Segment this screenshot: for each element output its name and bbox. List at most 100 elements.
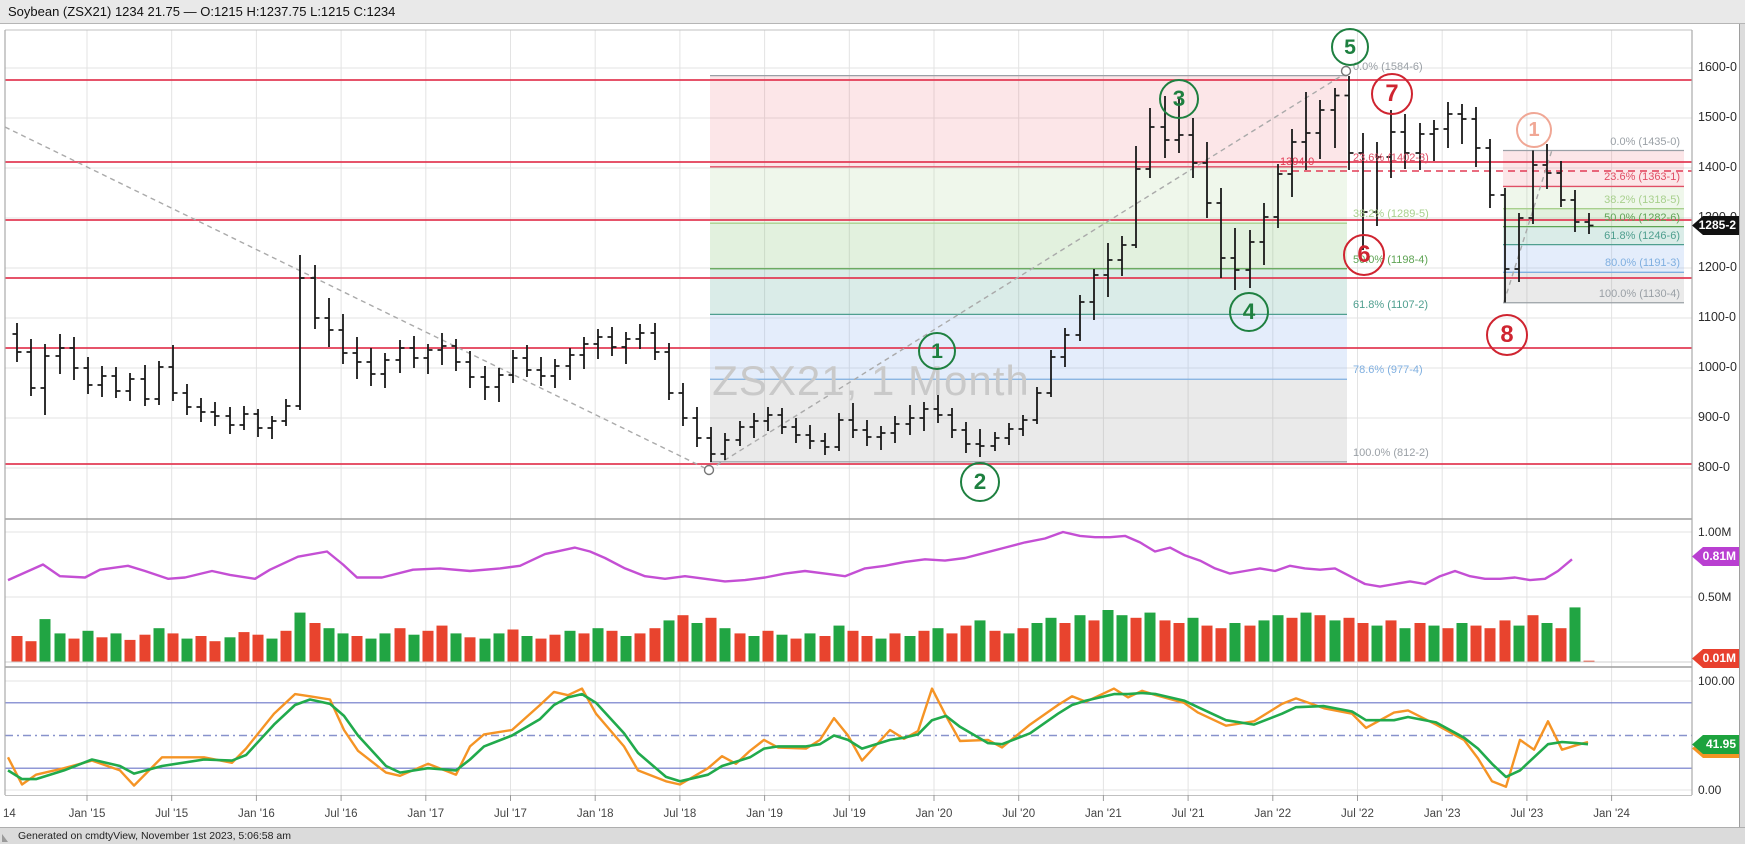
- volume-bar[interactable]: [1357, 623, 1369, 662]
- volume-bar[interactable]: [1300, 612, 1312, 662]
- volume-bar[interactable]: [394, 628, 406, 662]
- volume-bar[interactable]: [1329, 620, 1341, 662]
- volume-bar[interactable]: [592, 628, 604, 662]
- volume-bar[interactable]: [224, 637, 236, 662]
- volume-bar[interactable]: [238, 632, 250, 662]
- volume-bar[interactable]: [209, 641, 221, 662]
- volume-bar[interactable]: [932, 628, 944, 662]
- fib-small-band[interactable]: [1503, 244, 1684, 273]
- volume-bar[interactable]: [11, 636, 23, 662]
- stoch-k-line[interactable]: [6, 687, 1589, 788]
- volume-bar[interactable]: [1541, 623, 1553, 662]
- fib-small-band[interactable]: [1503, 226, 1684, 245]
- volume-bar[interactable]: [1513, 625, 1525, 662]
- volume-bar[interactable]: [677, 615, 689, 662]
- volume-bar[interactable]: [946, 633, 958, 662]
- volume-bar[interactable]: [748, 636, 760, 662]
- volume-bar[interactable]: [1116, 615, 1128, 662]
- volume-bar[interactable]: [1343, 617, 1355, 662]
- volume-bar[interactable]: [875, 638, 887, 662]
- volume-bar[interactable]: [167, 633, 179, 662]
- volume-bar[interactable]: [365, 638, 377, 662]
- volume-bar[interactable]: [323, 628, 335, 662]
- volume-bar[interactable]: [1244, 625, 1256, 662]
- volume-bar[interactable]: [833, 625, 845, 662]
- volume-bar[interactable]: [507, 629, 519, 663]
- volume-bar[interactable]: [1371, 625, 1383, 662]
- volume-bar[interactable]: [1031, 623, 1043, 662]
- volume-bar[interactable]: [904, 636, 916, 662]
- volume-bar[interactable]: [974, 620, 986, 662]
- volume-bar[interactable]: [521, 636, 533, 662]
- volume-bar[interactable]: [1201, 625, 1213, 662]
- fib-small-band[interactable]: [1503, 186, 1684, 209]
- fib-large-band[interactable]: [710, 75, 1347, 167]
- volume-bar[interactable]: [1314, 615, 1326, 662]
- volume-bar[interactable]: [68, 638, 80, 662]
- volume-bar[interactable]: [549, 634, 561, 662]
- volume-bar[interactable]: [1470, 625, 1482, 662]
- volume-bar[interactable]: [379, 633, 391, 662]
- volume-bar[interactable]: [450, 633, 462, 662]
- anchor-point[interactable]: [703, 464, 715, 476]
- fib-small-band[interactable]: [1503, 208, 1684, 227]
- open-interest-line[interactable]: [7, 530, 1573, 588]
- volume-bar[interactable]: [734, 633, 746, 662]
- volume-bar[interactable]: [1414, 623, 1426, 662]
- right-scrollbar[interactable]: [1739, 24, 1745, 844]
- volume-bar[interactable]: [1059, 623, 1071, 662]
- volume-bar[interactable]: [1442, 628, 1454, 662]
- volume-bar[interactable]: [1484, 628, 1496, 662]
- volume-bar[interactable]: [776, 634, 788, 662]
- trendline[interactable]: [4, 126, 710, 471]
- volume-bar[interactable]: [1385, 620, 1397, 662]
- volume-bar[interactable]: [1229, 623, 1241, 662]
- volume-bar[interactable]: [620, 636, 632, 662]
- volume-bar[interactable]: [1583, 660, 1595, 662]
- volume-bar[interactable]: [110, 633, 122, 662]
- elliott-wave-marker-4[interactable]: 4: [1229, 292, 1269, 332]
- volume-bar[interactable]: [691, 623, 703, 662]
- volume-bar[interactable]: [408, 634, 420, 662]
- fib-large-band[interactable]: [710, 166, 1347, 224]
- volume-bar[interactable]: [139, 634, 151, 662]
- volume-bar[interactable]: [1187, 617, 1199, 662]
- elliott-wave-marker-2[interactable]: 2: [960, 462, 1000, 502]
- volume-bar[interactable]: [535, 638, 547, 662]
- volume-bar[interactable]: [294, 612, 306, 662]
- volume-bar[interactable]: [1258, 620, 1270, 662]
- volume-bar[interactable]: [1102, 610, 1114, 662]
- volume-bar[interactable]: [1144, 612, 1156, 662]
- volume-bar[interactable]: [309, 623, 321, 662]
- volume-bar[interactable]: [153, 628, 165, 662]
- volume-bar[interactable]: [606, 630, 618, 662]
- volume-bar[interactable]: [1173, 623, 1185, 662]
- volume-bar[interactable]: [1045, 617, 1057, 662]
- volume-bar[interactable]: [705, 617, 717, 662]
- volume-bar[interactable]: [1569, 607, 1581, 662]
- volume-bar[interactable]: [96, 637, 108, 662]
- volume-bar[interactable]: [819, 636, 831, 662]
- volume-bar[interactable]: [337, 633, 349, 662]
- volume-bar[interactable]: [847, 630, 859, 662]
- elliott-wave-marker-3[interactable]: 3: [1159, 79, 1199, 119]
- volume-bar[interactable]: [1499, 620, 1511, 662]
- volume-bar[interactable]: [1272, 615, 1284, 662]
- volume-bar[interactable]: [634, 633, 646, 662]
- volume-bar[interactable]: [889, 633, 901, 662]
- volume-bar[interactable]: [663, 620, 675, 662]
- volume-bar[interactable]: [804, 633, 816, 662]
- volume-bar[interactable]: [181, 638, 193, 662]
- volume-bar[interactable]: [82, 630, 94, 662]
- volume-bar[interactable]: [861, 636, 873, 662]
- volume-bar[interactable]: [719, 628, 731, 662]
- trendline[interactable]: [708, 72, 1347, 471]
- volume-bar[interactable]: [124, 639, 136, 662]
- volume-bar[interactable]: [266, 638, 278, 662]
- volume-bar[interactable]: [762, 630, 774, 662]
- volume-bar[interactable]: [479, 638, 491, 662]
- volume-bar[interactable]: [195, 636, 207, 662]
- volume-bar[interactable]: [989, 630, 1001, 662]
- volume-bar[interactable]: [1130, 617, 1142, 662]
